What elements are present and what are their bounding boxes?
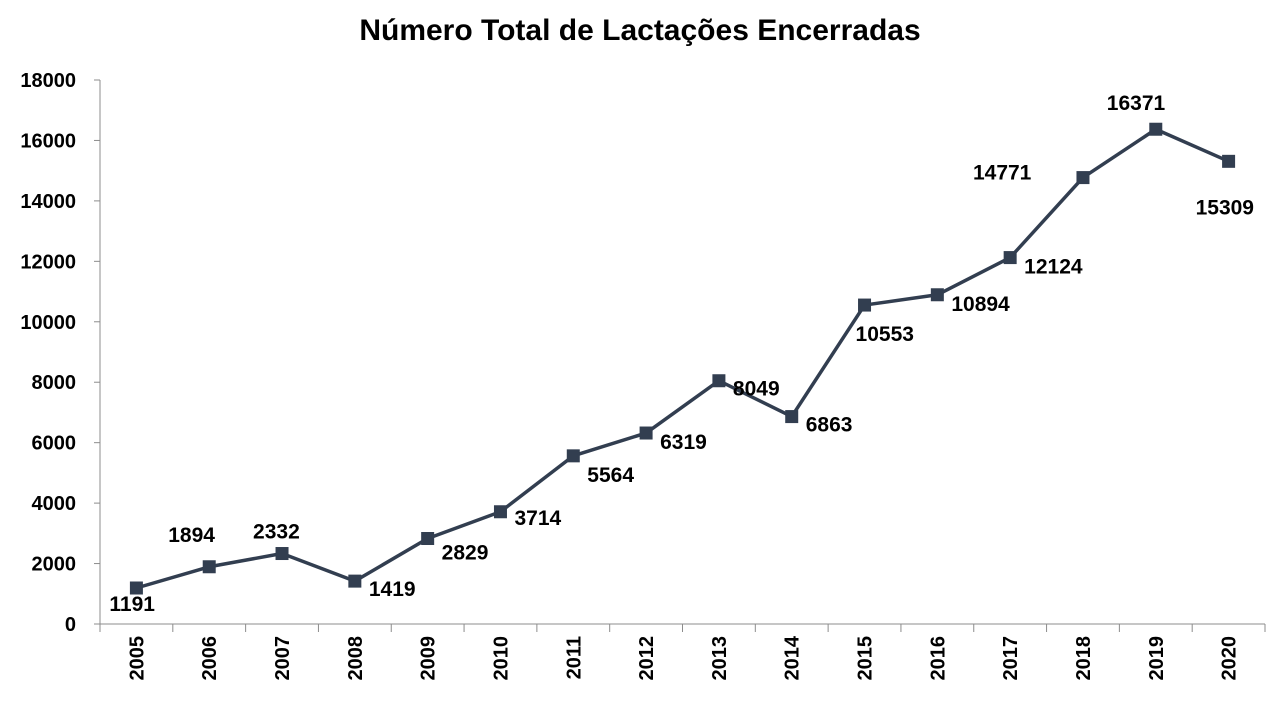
- x-tick-label: 2005: [126, 636, 148, 681]
- data-label: 8049: [733, 378, 780, 401]
- x-tick-label: 2011: [563, 636, 585, 679]
- data-label: 10894: [951, 293, 1010, 316]
- y-tick-label: 18000: [20, 70, 76, 92]
- y-axis-ticks: 0 2000 4000 6000 8000 10000 12000 14000 16000 180…: [20, 70, 100, 636]
- series-group: [129, 122, 1236, 595]
- x-tick-label: 2015: [855, 636, 877, 681]
- data-point-marker: [639, 426, 653, 440]
- x-tick-label: 2007: [272, 636, 294, 681]
- x-tick-label: 2009: [418, 636, 440, 681]
- data-label: 1191: [109, 593, 155, 616]
- data-label: 10553: [856, 323, 914, 346]
- data-point-marker: [129, 581, 143, 595]
- data-label: 2829: [442, 542, 489, 565]
- chart-title: Número Total de Lactações Encerradas: [359, 14, 921, 47]
- y-tick-label: 4000: [32, 493, 77, 515]
- x-tick-label: 2012: [636, 636, 658, 681]
- x-tick-label: 2013: [709, 636, 731, 681]
- data-point-marker: [858, 298, 872, 312]
- data-label: 12124: [1024, 256, 1083, 279]
- data-point-marker: [348, 574, 362, 588]
- data-label: 15309: [1196, 196, 1254, 219]
- data-label: 3714: [514, 507, 561, 530]
- data-label: 1894: [168, 524, 215, 547]
- y-tick-label: 8000: [32, 372, 77, 394]
- x-tick-label: 2019: [1146, 636, 1168, 681]
- data-point-marker: [1222, 154, 1236, 168]
- data-point-marker: [566, 449, 580, 463]
- data-label: 16371: [1107, 92, 1166, 115]
- x-tick-label: 2014: [782, 635, 804, 680]
- x-tick-label: 2008: [345, 636, 367, 681]
- data-point-marker: [712, 374, 726, 388]
- data-point-marker: [202, 560, 216, 574]
- data-label: 1419: [369, 578, 416, 601]
- data-label: 5564: [587, 464, 634, 487]
- data-point-marker: [930, 288, 944, 302]
- x-tick-label: 2006: [199, 636, 221, 681]
- data-point-marker: [785, 410, 799, 424]
- data-point-marker: [1003, 251, 1017, 265]
- x-tick-label: 2010: [490, 636, 512, 681]
- data-point-marker: [1149, 122, 1163, 136]
- data-point-marker: [1076, 171, 1090, 185]
- y-tick-label: 2000: [32, 554, 77, 576]
- x-axis-ticks: 2005 2006 2007 2008 2009 2010 2011 2012 2013 2014…: [99, 624, 1266, 681]
- data-point-marker: [275, 547, 289, 561]
- data-point-marker: [493, 505, 507, 519]
- y-tick-label: 6000: [32, 433, 77, 455]
- data-label: 6863: [806, 414, 853, 437]
- x-tick-label: 2017: [1000, 636, 1022, 681]
- x-tick-label: 2020: [1219, 636, 1241, 681]
- series-line: [135, 127, 1230, 590]
- y-tick-label: 14000: [20, 191, 76, 213]
- y-tick-label: 0: [65, 614, 76, 636]
- data-point-marker: [421, 532, 435, 546]
- data-label: 6319: [660, 431, 707, 454]
- x-tick-label: 2018: [1073, 636, 1095, 681]
- data-label: 2332: [253, 521, 300, 544]
- data-labels: 1191 1894 2332 1419 2829 3714 5564 6319 8049 6863…: [109, 92, 1254, 616]
- y-tick-label: 12000: [20, 251, 76, 273]
- y-tick-label: 16000: [20, 130, 76, 152]
- y-tick-label: 10000: [20, 312, 76, 334]
- x-tick-label: 2016: [927, 636, 949, 681]
- data-label: 14771: [973, 162, 1032, 185]
